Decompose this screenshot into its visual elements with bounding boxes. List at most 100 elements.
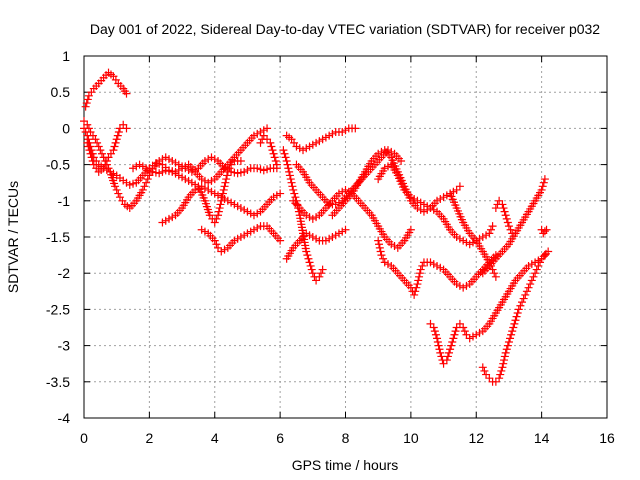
data-point xyxy=(459,236,468,245)
data-point-trail xyxy=(529,272,538,281)
data-point xyxy=(292,142,301,151)
data-point xyxy=(109,146,118,155)
data-point xyxy=(328,233,337,241)
data-point xyxy=(511,316,520,325)
data-point xyxy=(524,261,533,270)
x-tick-label: 10 xyxy=(403,430,419,446)
data-point-trail xyxy=(341,126,350,135)
y-tick-label: -1.5 xyxy=(46,229,70,245)
data-point-trail xyxy=(214,191,223,200)
data-point xyxy=(187,178,196,187)
y-tick-label: -2 xyxy=(58,265,71,281)
data-point-trail xyxy=(83,95,92,104)
data-point xyxy=(299,146,308,155)
data-point xyxy=(439,359,448,368)
data-point-trail xyxy=(233,234,242,243)
data-point-trail xyxy=(431,330,440,339)
data-point-trail xyxy=(383,260,392,269)
data-point xyxy=(449,334,458,343)
data-point-trail xyxy=(101,160,110,169)
data-point xyxy=(233,169,242,178)
data-point-trail xyxy=(158,167,167,176)
data-point xyxy=(240,167,249,176)
data-point-trail xyxy=(445,348,454,357)
data-point-trail xyxy=(502,214,511,223)
data-point-trail xyxy=(482,231,491,240)
data-point-trail xyxy=(225,164,234,173)
data-point-trail xyxy=(246,227,255,236)
data-point-trail xyxy=(210,155,219,164)
data-point xyxy=(217,193,226,202)
data-point-trail xyxy=(516,301,525,310)
y-tick-label: 0 xyxy=(62,120,70,136)
data-point-trail xyxy=(220,245,229,254)
data-point-trail xyxy=(519,294,528,303)
data-point-trail xyxy=(312,234,321,243)
data-point-trail xyxy=(480,366,489,375)
data-point-trail xyxy=(233,202,242,211)
data-point xyxy=(315,272,324,281)
data-point-trail xyxy=(240,231,249,240)
data-point xyxy=(269,193,278,202)
y-axis-ticks: 1 0.5 0 -0.5 -1 -1.5 -2 -2.5 -3 -3.5 -4 xyxy=(46,48,607,426)
y-tick-label: 0.5 xyxy=(51,84,71,100)
data-point xyxy=(236,156,245,165)
data-point-trail xyxy=(145,166,154,175)
data-point-trail xyxy=(268,146,277,155)
data-point-trail xyxy=(451,327,460,336)
data-point-trail xyxy=(214,207,223,216)
data-point xyxy=(452,185,461,194)
data-point xyxy=(249,211,258,220)
data-point xyxy=(312,138,321,147)
data-point xyxy=(142,164,151,173)
data-point-trail xyxy=(112,185,121,194)
data-point xyxy=(174,160,183,169)
data-point-trail xyxy=(412,283,421,292)
data-point-trail xyxy=(281,153,290,162)
data-point-trail xyxy=(538,182,547,191)
data-point xyxy=(459,323,468,332)
data-point xyxy=(540,175,549,184)
data-point-trail xyxy=(85,146,94,155)
data-point xyxy=(374,236,383,245)
data-point xyxy=(491,272,500,281)
data-point-trail xyxy=(280,149,289,158)
data-point-trail xyxy=(142,178,151,187)
data-point-trail xyxy=(423,202,432,211)
data-point xyxy=(83,138,92,147)
data-point-trail xyxy=(110,142,119,151)
data-point-trail xyxy=(510,319,519,328)
data-point xyxy=(181,164,190,173)
data-point-trail xyxy=(87,153,96,162)
data-point xyxy=(155,169,164,178)
data-point-trail xyxy=(272,191,281,200)
data-point-trail xyxy=(443,352,452,361)
data-point xyxy=(318,135,327,144)
data-point xyxy=(161,153,170,162)
data-point-trail xyxy=(191,166,200,175)
data-point xyxy=(410,290,419,299)
data-point-trail xyxy=(243,166,252,175)
data-point-trail xyxy=(448,337,457,346)
data-point xyxy=(302,247,311,256)
data-point xyxy=(334,229,343,238)
data-point xyxy=(442,356,451,365)
data-point xyxy=(374,149,383,158)
data-point-trail xyxy=(475,328,484,337)
data-point-trail xyxy=(539,178,548,187)
data-point-trail xyxy=(304,254,313,263)
data-point-trail xyxy=(468,238,477,247)
data-point-trail xyxy=(178,173,187,182)
data-point xyxy=(498,363,507,372)
data-point-trail xyxy=(532,265,541,274)
data-point xyxy=(236,204,245,213)
data-point xyxy=(164,214,173,223)
data-point-trail xyxy=(430,327,439,336)
data-point-trail xyxy=(114,189,123,198)
data-point xyxy=(508,327,517,336)
data-point xyxy=(462,330,471,339)
data-point xyxy=(433,196,442,205)
data-point xyxy=(230,200,239,209)
data-point xyxy=(125,180,134,189)
